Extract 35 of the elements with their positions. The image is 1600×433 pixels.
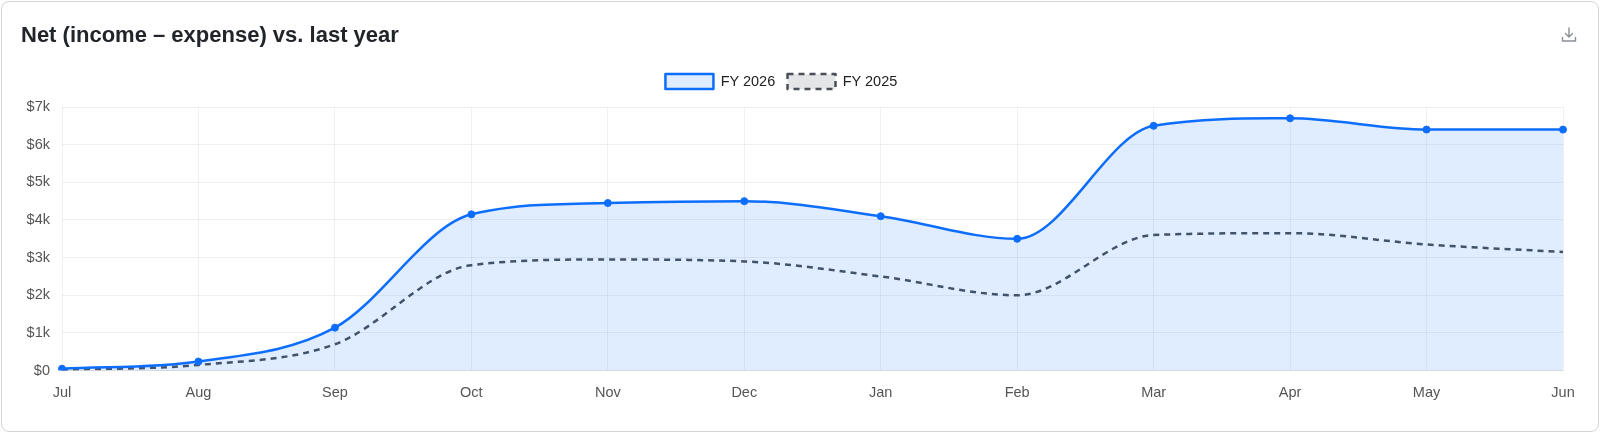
x-tick-label: Jul <box>52 384 72 401</box>
point <box>1149 121 1158 130</box>
x-tick-label: Mar <box>1141 384 1167 401</box>
y-tick-label: $0 <box>33 361 50 378</box>
point <box>330 323 339 332</box>
point <box>1559 125 1567 134</box>
y-tick-label: $7k <box>26 98 51 114</box>
point <box>740 197 749 206</box>
x-tick-label: May <box>1412 384 1441 401</box>
point <box>603 199 612 208</box>
x-tick-label: Sep <box>322 384 348 401</box>
x-tick-label: Oct <box>460 384 483 401</box>
x-tick-label: Feb <box>1004 384 1030 401</box>
legend-label: FY 2026 <box>720 72 776 89</box>
x-tick-label: Apr <box>1278 384 1302 401</box>
y-tick-label: $4k <box>26 210 51 227</box>
y-tick-label: $5k <box>26 173 51 190</box>
y-tick-label: $1k <box>26 323 51 340</box>
x-tick-label: Aug <box>185 384 212 401</box>
point <box>467 210 476 219</box>
point <box>58 364 66 371</box>
chart-title: Net (income – expense) vs. last year <box>21 21 399 49</box>
y-tick-label: $2k <box>26 286 51 303</box>
point <box>876 212 885 221</box>
y-tick-label: $6k <box>26 135 51 152</box>
point <box>194 357 203 366</box>
point <box>1013 234 1022 243</box>
x-tick-label: Nov <box>594 384 622 401</box>
y-tick-label: $3k <box>26 248 51 265</box>
legend-label: FY 2025 <box>842 72 898 89</box>
point <box>1422 125 1431 134</box>
point <box>1286 114 1295 123</box>
x-tick-label: Jan <box>869 384 893 401</box>
x-tick-label: Dec <box>731 384 758 401</box>
x-tick-label: Jun <box>1551 384 1575 401</box>
